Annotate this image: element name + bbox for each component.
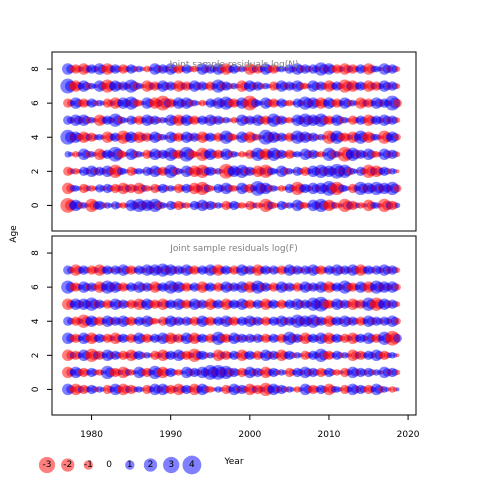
panel-frame xyxy=(51,235,417,416)
y-tick-label: 8 xyxy=(31,250,41,256)
bubble-point xyxy=(394,267,401,273)
bubble-point xyxy=(394,369,401,376)
x-tick-label: 1990 xyxy=(159,430,182,440)
bubble-point xyxy=(394,133,401,141)
bubble-point xyxy=(394,317,401,325)
bubble-point xyxy=(393,333,402,343)
x-tick-label: 2010 xyxy=(318,430,341,440)
bubble-point xyxy=(394,117,401,123)
panel-title: Joint sample residuals log(N) xyxy=(168,60,298,70)
x-tick-label: 2000 xyxy=(238,430,261,440)
legend-label: 2 xyxy=(148,460,154,470)
legend-bubble xyxy=(61,458,75,472)
y-tick-label: 4 xyxy=(31,318,41,324)
legend-bubble xyxy=(125,460,135,470)
bubble-point xyxy=(393,98,402,108)
legend-bubble xyxy=(83,460,94,470)
bubble-group xyxy=(61,263,402,397)
bubble-group xyxy=(60,62,402,213)
legend-bubble xyxy=(38,456,56,474)
legend-bubble xyxy=(163,456,180,474)
y-tick-label: 8 xyxy=(31,66,41,72)
legend-label: -1 xyxy=(84,460,93,470)
y-tick-label: 6 xyxy=(31,100,41,106)
bubble-point xyxy=(394,83,401,89)
panel-title: Joint sample residuals log(F) xyxy=(169,244,297,254)
bubble-point xyxy=(394,301,401,307)
bubble-point xyxy=(394,283,401,291)
x-axis-title: Year xyxy=(223,457,243,467)
legend-label: 0 xyxy=(106,460,112,470)
y-tick-label: 4 xyxy=(31,134,41,140)
legend-label: -2 xyxy=(63,460,72,470)
panel-frame xyxy=(51,51,417,232)
y-axis: 0 2 4 6 8 xyxy=(31,66,52,208)
bubble-point xyxy=(394,66,401,72)
bubble-point xyxy=(394,151,401,158)
y-tick-label: 0 xyxy=(31,386,41,392)
bubble-point xyxy=(395,353,400,358)
legend-bubble xyxy=(143,458,158,472)
x-tick-label: 1980 xyxy=(80,430,103,440)
legend-label: -3 xyxy=(43,460,52,470)
legend-label: 3 xyxy=(168,460,174,470)
bubble-point xyxy=(395,169,400,174)
y-tick-label: 2 xyxy=(31,168,41,174)
x-tick-label: 2020 xyxy=(397,430,420,440)
panel-N: Joint sample residuals log(N) 0 2 4 6 8 xyxy=(31,51,417,232)
bubble-point xyxy=(393,184,402,193)
legend: -3 -2 -1 0 1 2 3 4 xyxy=(38,455,202,475)
legend-bubble xyxy=(182,455,202,475)
legend-label: 1 xyxy=(127,460,133,470)
panel-F: Joint sample residuals log(F) 0 2 4 6 8 xyxy=(31,235,417,416)
bubble-point xyxy=(394,202,401,209)
bubble-point xyxy=(395,387,400,392)
y-axis-title: Age xyxy=(9,225,19,243)
y-axis: 0 2 4 6 8 xyxy=(31,250,52,392)
panels-layer: Joint sample residuals log(N)02468Joint … xyxy=(31,51,417,416)
y-tick-label: 2 xyxy=(31,352,41,358)
legend-label: 4 xyxy=(189,460,195,470)
y-tick-label: 6 xyxy=(31,284,41,290)
x-axis: 1980 1990 2000 2010 2020 xyxy=(80,415,420,440)
y-tick-label: 0 xyxy=(31,202,41,208)
